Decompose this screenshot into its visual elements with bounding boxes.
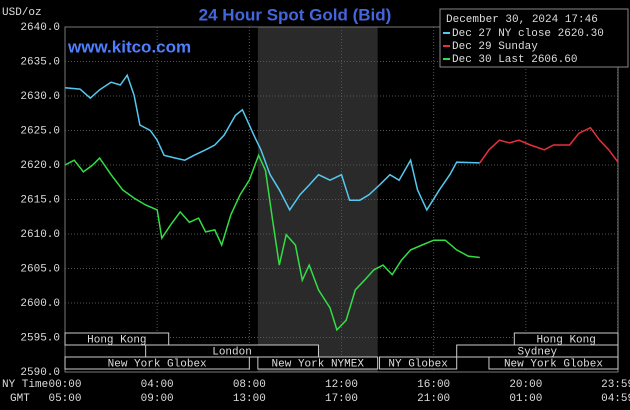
session-label: New York Globex	[108, 358, 207, 370]
legend-label: Dec 27 NY close 2620.30	[452, 28, 604, 40]
y-tick-label: 2600.0	[20, 298, 60, 310]
x2-axis-label: GMT	[10, 393, 30, 405]
y-tick-label: 2640.0	[20, 22, 60, 34]
session-label: New York Globex	[504, 358, 603, 370]
x-tick-label: 16:00	[417, 379, 450, 391]
x-tick-label: 04:00	[141, 379, 174, 391]
x-tick-label: 08:00	[233, 379, 266, 391]
session-label: NY Globex	[388, 358, 448, 370]
y-tick-label: 2625.0	[20, 125, 60, 137]
session-label: Sydney	[518, 346, 558, 358]
x2-tick-label: 21:00	[417, 393, 450, 405]
x2-tick-label: 17:00	[325, 393, 358, 405]
x-tick-label: 12:00	[325, 379, 358, 391]
x2-tick-label: 04:59	[601, 393, 630, 405]
chart-title: 24 Hour Spot Gold (Bid)	[199, 5, 392, 24]
timestamp: December 30, 2024 17:46	[446, 14, 598, 26]
legend-label: Dec 30 Last 2606.60	[452, 54, 577, 66]
y-tick-label: 2615.0	[20, 194, 60, 206]
y-tick-label: 2595.0	[20, 332, 60, 344]
y-tick-label: 2590.0	[20, 367, 60, 379]
session-label: New York NYMEX	[272, 358, 365, 370]
y-tick-label: 2605.0	[20, 263, 60, 275]
x-tick-label: 23:59	[601, 379, 630, 391]
session-bar	[379, 356, 458, 370]
y-tick-label: 2620.0	[20, 160, 60, 172]
y-tick-label: 2630.0	[20, 91, 60, 103]
session-bar	[488, 356, 619, 370]
session-label: Hong Kong	[87, 334, 146, 346]
x2-tick-label: 01:00	[509, 393, 542, 405]
y-tick-label: 2635.0	[20, 56, 60, 68]
y-axis-label: USD/oz	[2, 7, 42, 19]
site-label: www.kitco.com	[67, 37, 191, 56]
y-tick-label: 2610.0	[20, 229, 60, 241]
price-line	[64, 153, 480, 332]
session-bar	[257, 356, 379, 370]
x2-tick-label: 09:00	[141, 393, 174, 405]
x-axis-label: NY Time	[2, 379, 48, 391]
x-tick-label: 00:00	[48, 379, 81, 391]
session-bar	[64, 356, 250, 370]
plot-frame	[64, 26, 619, 373]
x2-tick-label: 13:00	[233, 393, 266, 405]
price-line	[479, 126, 619, 164]
x2-tick-label: 05:00	[48, 393, 81, 405]
session-bar	[64, 332, 170, 346]
legend-label: Dec 29 Sunday	[452, 41, 538, 53]
price-line	[64, 73, 480, 212]
legend-box	[439, 8, 629, 68]
session-label: Hong Kong	[536, 334, 595, 346]
x-tick-label: 20:00	[509, 379, 542, 391]
session-label: London	[212, 346, 252, 358]
